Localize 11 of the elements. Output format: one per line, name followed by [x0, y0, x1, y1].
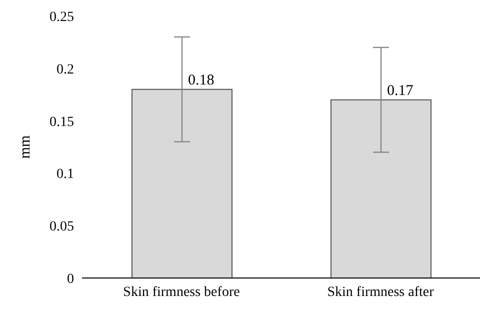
- y-tick-label: 0.2: [56, 62, 74, 78]
- y-tick-label: 0: [67, 272, 74, 287]
- data-label: 0.17: [387, 82, 414, 99]
- x-tick-label: Skin firmness before: [123, 284, 240, 300]
- y-tick-label: 0.05: [50, 220, 74, 235]
- y-tick-label: 0.15: [50, 114, 74, 130]
- y-tick-label: 0.1: [56, 167, 74, 182]
- y-tick-label: 0.25: [50, 10, 74, 25]
- data-label: 0.18: [188, 72, 214, 88]
- x-tick-label: Skin firmness after: [327, 284, 434, 300]
- y-axis-title: mm: [17, 135, 34, 159]
